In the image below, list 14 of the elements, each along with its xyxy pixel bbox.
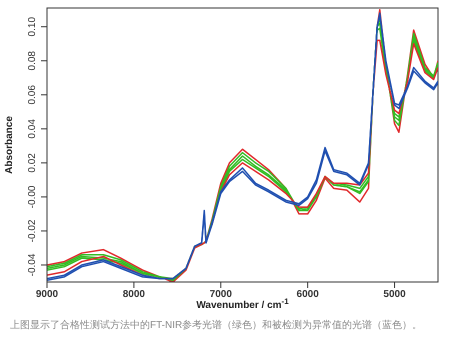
y-tick-label: -0.04 (27, 253, 38, 276)
y-axis-title: Absorbance (4, 116, 15, 174)
x-tick-label: 6000 (296, 289, 320, 300)
y-tick-label: -0.00 (27, 185, 38, 208)
x-tick-label: 5000 (383, 289, 406, 300)
y-tick-label: 0.04 (27, 118, 38, 139)
y-tick-label: 0.10 (27, 16, 38, 36)
x-tick-label: 9000 (36, 289, 59, 300)
y-tick-label: 0.06 (27, 84, 38, 105)
x-tick-label: 8000 (122, 289, 146, 300)
y-tick-label: -0.02 (27, 219, 38, 242)
y-tick-label: 0.02 (27, 152, 38, 173)
y-tick-label: 0.08 (27, 50, 38, 70)
text: 上图显示了合格性测试方法中的FT-NIR参考光谱（绿色）和被检测为异常值的光谱（蓝色）。 (10, 318, 422, 332)
